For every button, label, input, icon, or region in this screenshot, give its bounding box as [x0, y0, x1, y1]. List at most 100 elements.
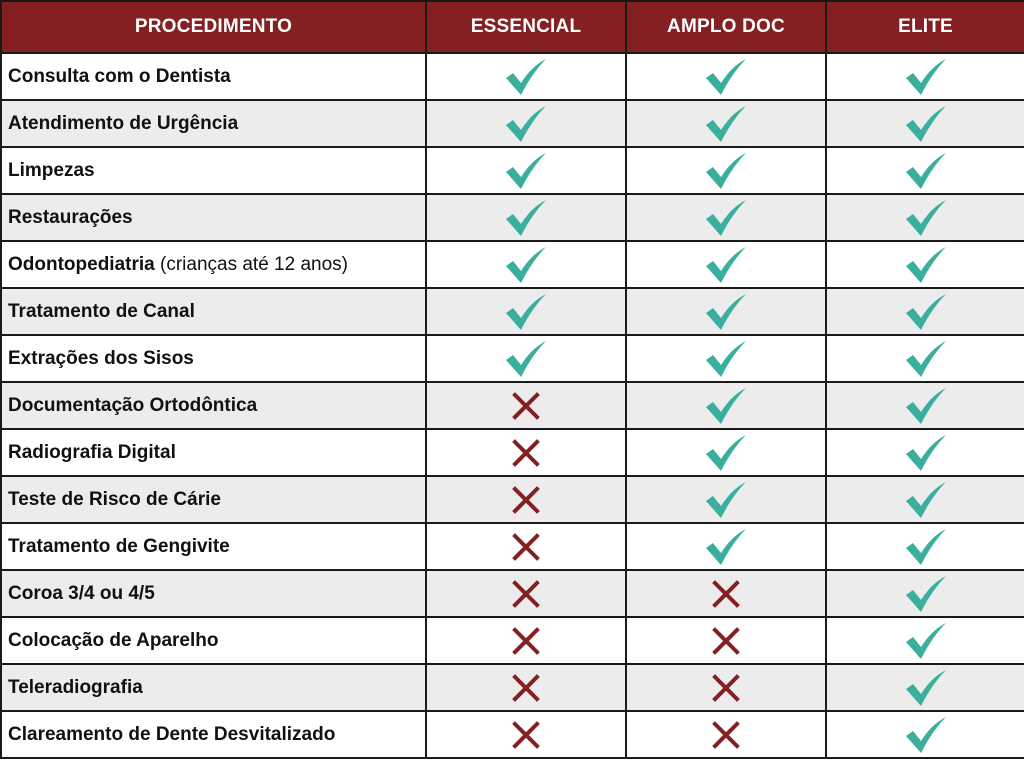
check-icon — [504, 105, 548, 143]
procedure-name: Clareamento de Dente Desvitalizado — [8, 723, 336, 745]
check-icon — [904, 575, 948, 613]
procedure-name-cell: Extrações dos Sisos — [0, 334, 427, 383]
header-essencial: ESSENCIAL — [425, 0, 627, 54]
amplo-doc-cell — [625, 146, 827, 195]
amplo-doc-cell — [625, 287, 827, 336]
procedure-note: (crianças até 12 anos) — [154, 253, 348, 275]
check-icon — [904, 340, 948, 378]
table-row: Documentação Ortodôntica — [0, 381, 1024, 430]
procedure-name-cell: Radiografia Digital — [0, 428, 427, 477]
check-icon — [504, 246, 548, 284]
cross-icon — [712, 579, 740, 608]
essencial-cell — [425, 193, 627, 242]
procedure-name-cell: Clareamento de Dente Desvitalizado — [0, 710, 427, 759]
elite-cell — [825, 381, 1024, 430]
table-row: Colocação de Aparelho — [0, 616, 1024, 665]
procedure-name: Atendimento de Urgência — [8, 112, 239, 134]
table-row: Tratamento de Canal — [0, 287, 1024, 336]
table-row: Odontopediatria (crianças até 12 anos) — [0, 240, 1024, 289]
procedure-name: Coroa 3/4 ou 4/5 — [8, 582, 155, 604]
procedure-name-cell: Odontopediatria (crianças até 12 anos) — [0, 240, 427, 289]
procedure-name: Tratamento de Canal — [8, 300, 195, 322]
check-icon — [504, 199, 548, 237]
amplo-doc-cell — [625, 428, 827, 477]
essencial-cell — [425, 240, 627, 289]
procedure-name-cell: Teste de Risco de Cárie — [0, 475, 427, 524]
cross-icon — [512, 673, 540, 702]
essencial-cell — [425, 287, 627, 336]
table-row: Teste de Risco de Cárie — [0, 475, 1024, 524]
procedure-name-cell: Tratamento de Gengivite — [0, 522, 427, 571]
elite-cell — [825, 240, 1024, 289]
procedure-name: Restaurações — [8, 206, 133, 228]
essencial-cell — [425, 569, 627, 618]
essencial-cell — [425, 99, 627, 148]
check-icon — [904, 669, 948, 707]
check-icon — [904, 622, 948, 660]
amplo-doc-cell — [625, 522, 827, 571]
check-icon — [704, 434, 748, 472]
check-icon — [704, 246, 748, 284]
cross-icon — [712, 673, 740, 702]
elite-cell — [825, 475, 1024, 524]
procedure-name: Extrações dos Sisos — [8, 347, 194, 369]
check-icon — [704, 152, 748, 190]
check-icon — [504, 152, 548, 190]
cross-icon — [512, 438, 540, 467]
cross-icon — [712, 626, 740, 655]
check-icon — [704, 199, 748, 237]
check-icon — [904, 434, 948, 472]
table-row: Coroa 3/4 ou 4/5 — [0, 569, 1024, 618]
procedure-name: Teleradiografia — [8, 676, 143, 698]
essencial-cell — [425, 663, 627, 712]
cross-icon — [512, 391, 540, 420]
check-icon — [504, 340, 548, 378]
elite-cell — [825, 334, 1024, 383]
elite-cell — [825, 710, 1024, 759]
table-row: Radiografia Digital — [0, 428, 1024, 477]
check-icon — [704, 105, 748, 143]
elite-cell — [825, 99, 1024, 148]
procedure-name: Tratamento de Gengivite — [8, 535, 230, 557]
elite-cell — [825, 287, 1024, 336]
table-row: Consulta com o Dentista — [0, 52, 1024, 101]
amplo-doc-cell — [625, 616, 827, 665]
check-icon — [904, 387, 948, 425]
check-icon — [704, 528, 748, 566]
check-icon — [904, 293, 948, 331]
elite-cell — [825, 428, 1024, 477]
procedure-name-cell: Teleradiografia — [0, 663, 427, 712]
check-icon — [704, 340, 748, 378]
amplo-doc-cell — [625, 663, 827, 712]
elite-cell — [825, 52, 1024, 101]
elite-cell — [825, 569, 1024, 618]
elite-cell — [825, 663, 1024, 712]
essencial-cell — [425, 428, 627, 477]
procedure-name: Radiografia Digital — [8, 441, 176, 463]
elite-cell — [825, 193, 1024, 242]
check-icon — [704, 481, 748, 519]
header-row: PROCEDIMENTO ESSENCIAL AMPLO DOC ELITE — [0, 0, 1024, 54]
essencial-cell — [425, 381, 627, 430]
cross-icon — [512, 720, 540, 749]
header-amplo-doc: AMPLO DOC — [625, 0, 827, 54]
check-icon — [904, 246, 948, 284]
table-row: Atendimento de Urgência — [0, 99, 1024, 148]
table-row: Extrações dos Sisos — [0, 334, 1024, 383]
cross-icon — [712, 720, 740, 749]
procedure-name: Consulta com o Dentista — [8, 65, 231, 87]
check-icon — [904, 199, 948, 237]
amplo-doc-cell — [625, 240, 827, 289]
amplo-doc-cell — [625, 193, 827, 242]
procedure-name: Documentação Ortodôntica — [8, 394, 258, 416]
cross-icon — [512, 579, 540, 608]
procedure-name: Limpezas — [8, 159, 95, 181]
procedure-name: Colocação de Aparelho — [8, 629, 219, 651]
table-row: Teleradiografia — [0, 663, 1024, 712]
table-row: Clareamento de Dente Desvitalizado — [0, 710, 1024, 759]
essencial-cell — [425, 522, 627, 571]
amplo-doc-cell — [625, 52, 827, 101]
table-row: Tratamento de Gengivite — [0, 522, 1024, 571]
amplo-doc-cell — [625, 334, 827, 383]
